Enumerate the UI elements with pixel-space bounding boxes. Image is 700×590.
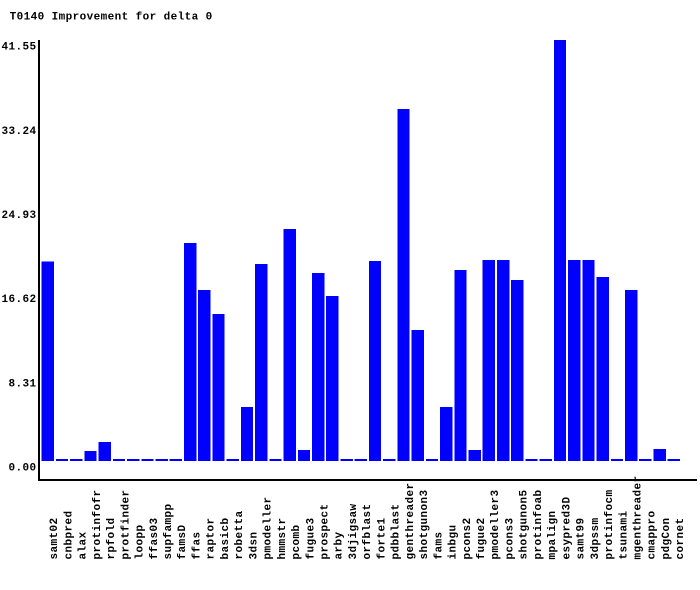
svg-text:esypred3D: esypred3D: [561, 496, 573, 559]
svg-text:tsunami: tsunami: [618, 510, 630, 559]
svg-text:rpfold: rpfold: [106, 517, 118, 559]
svg-text:prospect: prospect: [320, 503, 332, 559]
svg-text:loopp: loopp: [135, 524, 147, 559]
svg-text:alax: alax: [78, 531, 90, 559]
svg-text:pcomb: pcomb: [291, 524, 303, 559]
svg-text:raptor: raptor: [206, 517, 218, 559]
svg-text:protinfofr: protinfofr: [92, 489, 104, 559]
svg-text:cornet: cornet: [675, 517, 687, 559]
svg-text:3dpssm: 3dpssm: [590, 517, 602, 559]
svg-text:3djigsaw: 3djigsaw: [348, 503, 360, 559]
svg-text:ffas03: ffas03: [149, 517, 161, 559]
svg-text:8.31: 8.31: [8, 378, 36, 390]
svg-text:pcons3: pcons3: [505, 517, 517, 559]
svg-text:3dsn: 3dsn: [248, 531, 260, 559]
svg-text:shotgunon3: shotgunon3: [419, 489, 431, 559]
svg-text:supfampp: supfampp: [163, 503, 175, 559]
svg-text:protfinder: protfinder: [120, 489, 132, 559]
svg-text:robetta: robetta: [234, 510, 246, 559]
svg-text:T0140 Improvement for delta 0: T0140 Improvement for delta 0: [10, 12, 213, 24]
svg-text:mgenthreader: mgenthreader: [633, 475, 645, 559]
svg-text:pdgCon: pdgCon: [661, 517, 673, 559]
svg-text:16.62: 16.62: [1, 294, 36, 306]
svg-text:forte1: forte1: [376, 517, 388, 559]
svg-text:inbgu: inbgu: [448, 524, 460, 559]
svg-text:protinfocm: protinfocm: [604, 489, 616, 559]
svg-text:33.24: 33.24: [1, 126, 36, 138]
svg-text:fugue3: fugue3: [305, 517, 317, 559]
svg-text:pdbblast: pdbblast: [391, 503, 403, 559]
svg-text:ffas: ffas: [192, 531, 204, 559]
svg-text:fugue2: fugue2: [476, 517, 488, 559]
svg-text:orfblast: orfblast: [362, 503, 374, 559]
svg-text:41.55: 41.55: [1, 42, 36, 54]
svg-text:pcons2: pcons2: [462, 517, 474, 559]
svg-text:mpalign: mpalign: [547, 510, 559, 559]
svg-text:arby: arby: [334, 531, 346, 559]
svg-text:shotgunon5: shotgunon5: [519, 489, 531, 559]
svg-text:24.93: 24.93: [1, 210, 36, 222]
svg-text:protinfoab: protinfoab: [533, 489, 545, 559]
svg-text:famsD: famsD: [177, 524, 189, 559]
svg-text:fams: fams: [433, 531, 445, 559]
svg-text:hmmstr: hmmstr: [277, 517, 289, 559]
svg-text:pmodeller3: pmodeller3: [490, 489, 502, 559]
svg-text:cmappro: cmappro: [647, 510, 659, 559]
svg-text:pmodeller: pmodeller: [263, 496, 275, 559]
svg-text:genthreader: genthreader: [405, 482, 417, 559]
svg-text:samt99: samt99: [576, 517, 588, 559]
svg-text:basicb: basicb: [220, 517, 232, 559]
svg-text:0.00: 0.00: [8, 463, 36, 475]
svg-text:samt02: samt02: [49, 517, 61, 559]
svg-text:cnbpred: cnbpred: [63, 510, 75, 559]
